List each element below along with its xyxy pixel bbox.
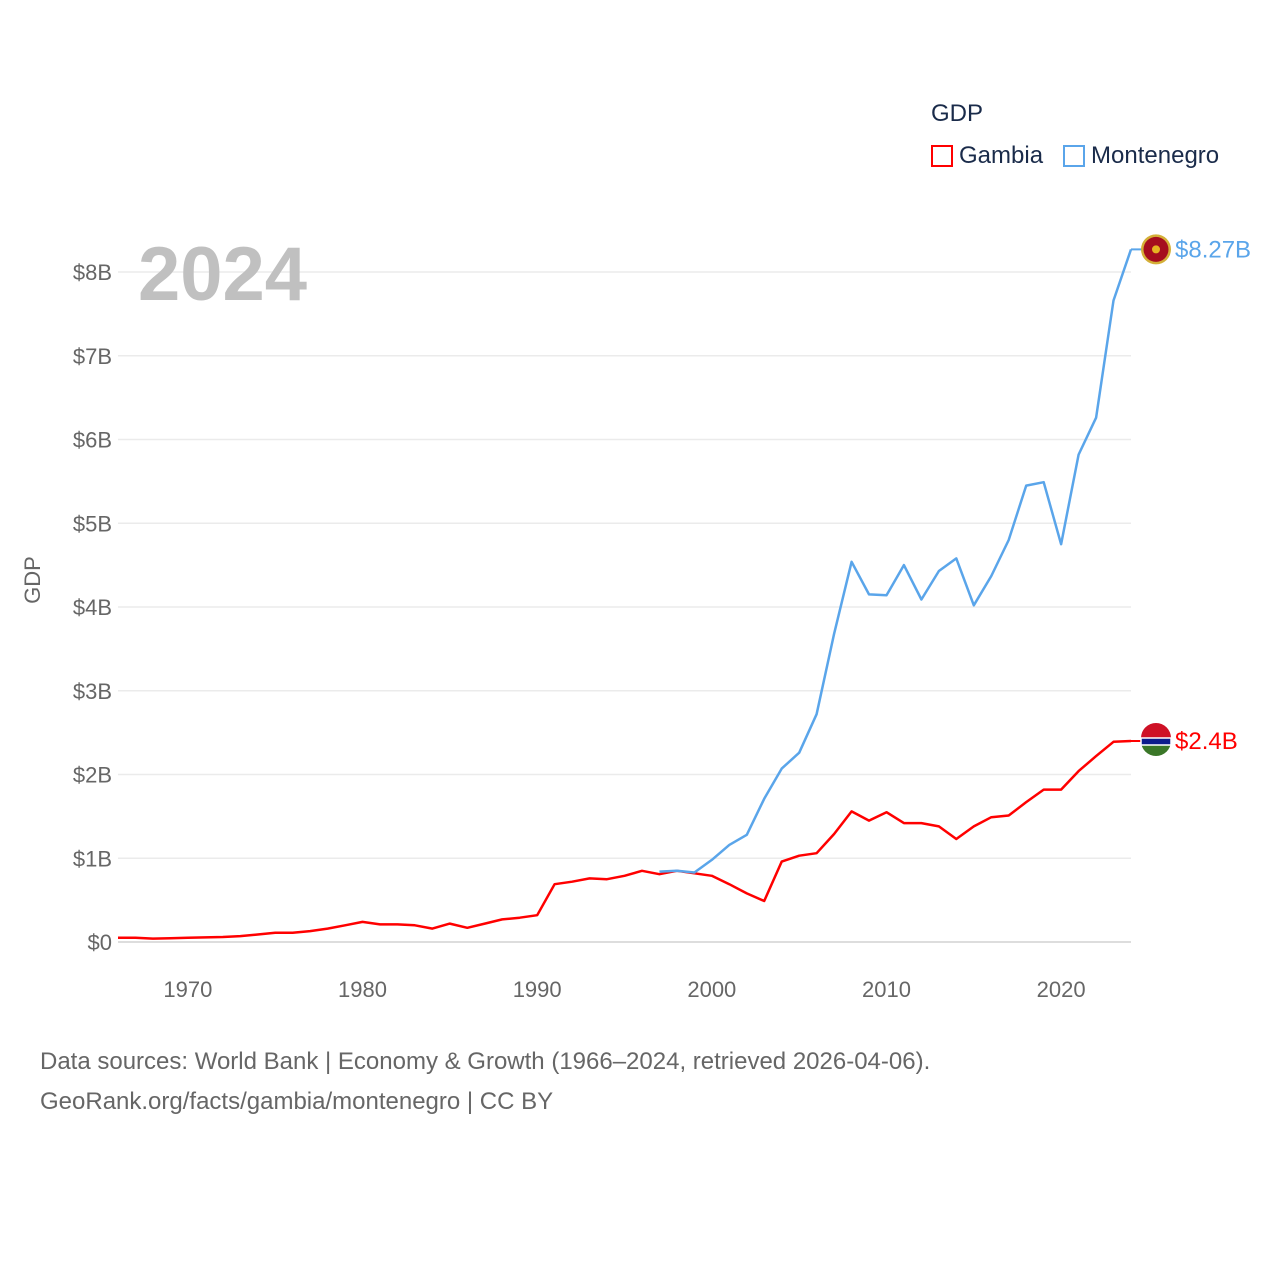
series-line-gambia	[118, 739, 1132, 940]
y-tick-label: $4B	[73, 595, 112, 620]
x-tick-label: 2010	[862, 977, 911, 1002]
series-line-montenegro	[659, 248, 1133, 874]
x-tick-label: 1980	[338, 977, 387, 1002]
data-source-note: Data sources: World Bank | Economy & Gro…	[40, 1048, 931, 1075]
y-tick-label: $7B	[73, 344, 112, 369]
end-value-label-gambia: $2.4B	[1175, 728, 1238, 755]
y-tick-label: $1B	[73, 846, 112, 871]
year-watermark: 2024	[138, 232, 307, 317]
y-tick-label: $5B	[73, 511, 112, 536]
montenegro-coat-of-arms	[1152, 245, 1160, 254]
legend-label-montenegro: Montenegro	[1091, 142, 1220, 169]
end-value-label-montenegro: $8.27B	[1175, 236, 1251, 263]
x-tick-label: 2020	[1037, 977, 1086, 1002]
attribution-link[interactable]: GeoRank.org/facts/gambia/montenegro | CC…	[40, 1088, 554, 1115]
x-tick-label: 1970	[163, 977, 212, 1002]
gambia-flag-blue	[1140, 737, 1172, 746]
legend-swatch-gambia	[931, 145, 953, 167]
x-tick-label: 2000	[687, 977, 736, 1002]
gambia-flag-red	[1141, 723, 1171, 738]
x-tick-label: 1990	[513, 977, 562, 1002]
y-tick-label: $6B	[73, 428, 112, 453]
legend-label-gambia: Gambia	[959, 142, 1044, 169]
legend-item-gambia[interactable]: Gambia	[931, 142, 1043, 170]
y-axis-title: GDP	[20, 556, 45, 604]
y-tick-label: $3B	[73, 679, 112, 704]
legend-swatch-montenegro	[1063, 145, 1086, 167]
y-tick-label: $2B	[73, 763, 112, 788]
legend-title: GDP	[931, 100, 984, 127]
legend-item-montenegro[interactable]: Montenegro	[1063, 142, 1219, 170]
legend: Gambia Montenegro	[931, 142, 1219, 170]
y-tick-label: $0	[88, 930, 112, 955]
y-tick-label: $8B	[73, 260, 112, 285]
footer: Data sources: World Bank | Economy & Gro…	[40, 1042, 930, 1122]
